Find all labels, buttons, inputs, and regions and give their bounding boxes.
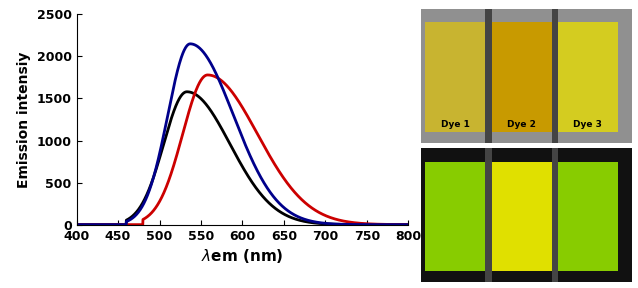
Bar: [552, 9, 558, 143]
Y-axis label: Emission intensiy: Emission intensiy: [17, 51, 31, 188]
Bar: [492, 22, 552, 132]
Bar: [421, 9, 632, 143]
Bar: [426, 22, 486, 132]
Bar: [486, 9, 492, 143]
Text: Dye 2: Dye 2: [507, 120, 536, 129]
Text: Dye 3: Dye 3: [574, 120, 602, 129]
Bar: [558, 22, 618, 132]
Bar: [558, 162, 618, 271]
Bar: [492, 162, 552, 271]
Bar: [426, 162, 486, 271]
Bar: [421, 148, 632, 282]
Bar: [486, 148, 492, 282]
X-axis label: $\lambda$em (nm): $\lambda$em (nm): [201, 247, 284, 265]
Bar: [552, 148, 558, 282]
Text: Dye 1: Dye 1: [441, 120, 470, 129]
